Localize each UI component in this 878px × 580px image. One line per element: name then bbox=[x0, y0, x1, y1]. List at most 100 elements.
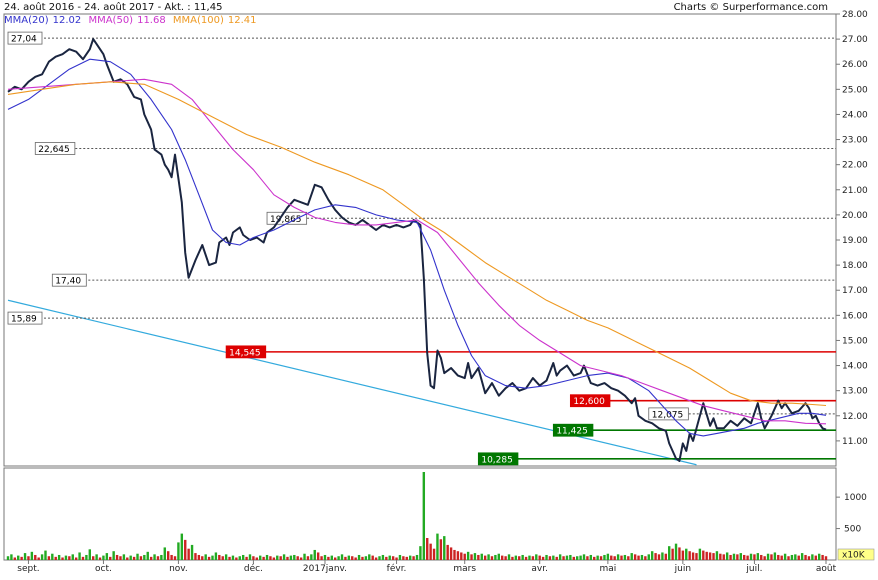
y-tick-label: 21.00 bbox=[842, 186, 868, 196]
volume-bar bbox=[483, 555, 487, 560]
volume-bar bbox=[705, 551, 708, 560]
volume-bar bbox=[606, 553, 610, 560]
volume-bar bbox=[61, 557, 64, 560]
y-tick-label: 25.00 bbox=[842, 85, 868, 95]
chart-header: 24. août 2016 - 24. août 2017 - Akt. : 1… bbox=[4, 2, 226, 13]
volume-bar bbox=[139, 556, 143, 560]
volume-bar bbox=[177, 542, 180, 560]
price-panel: 11.00 12.00 13.00 14.00 15.00 16.00 17.00 18.00… bbox=[3, 10, 868, 467]
y-tick-label: 17.00 bbox=[842, 286, 868, 296]
volume-bar bbox=[490, 556, 494, 560]
volume-bar bbox=[282, 554, 286, 560]
volume-bar bbox=[763, 556, 766, 560]
volume-bar bbox=[40, 554, 44, 560]
volume-bar bbox=[668, 546, 671, 560]
volume-bar bbox=[477, 554, 480, 560]
volume-bar bbox=[115, 554, 119, 560]
y-tick-label: 11.00 bbox=[842, 437, 868, 447]
volume-bar bbox=[259, 555, 262, 560]
volume-bar bbox=[245, 556, 248, 560]
x-tick-label: avr. bbox=[531, 564, 548, 574]
volume-bar bbox=[501, 555, 504, 560]
volume-bar bbox=[582, 554, 586, 560]
volume-bar bbox=[743, 554, 746, 560]
volume-bar bbox=[388, 555, 391, 560]
volume-bar bbox=[316, 552, 320, 560]
volume-bar bbox=[695, 553, 698, 560]
x-tick-label: déc. bbox=[244, 563, 263, 574]
volume-bar bbox=[371, 555, 374, 560]
volume-bar bbox=[824, 556, 828, 560]
volume-bar bbox=[354, 557, 357, 560]
volume-bar bbox=[122, 554, 126, 560]
y-tick-label: 28.00 bbox=[842, 10, 868, 20]
volume-bar bbox=[627, 556, 630, 560]
volume-bar bbox=[378, 556, 381, 560]
volume-bar bbox=[773, 552, 777, 560]
volume-unit-box bbox=[837, 548, 875, 561]
volume-bar bbox=[787, 556, 790, 560]
volume-bar bbox=[37, 557, 40, 560]
volume-bar bbox=[47, 556, 51, 560]
x-tick-label: mars bbox=[453, 564, 476, 574]
volume-bar bbox=[473, 553, 477, 560]
y-tick-label: 18.00 bbox=[842, 261, 868, 271]
volume-bar bbox=[518, 556, 521, 560]
x-tick-label: août bbox=[816, 564, 837, 574]
ma50-label: MMA(50) bbox=[88, 15, 134, 26]
volume-bar bbox=[334, 557, 337, 560]
volume-bar bbox=[807, 556, 811, 560]
level-label-box bbox=[51, 273, 87, 287]
level-label: 19,865 bbox=[270, 215, 302, 225]
volume-bar bbox=[313, 549, 316, 560]
volume-bar bbox=[143, 554, 146, 560]
volume-bar bbox=[514, 555, 518, 560]
volume-bar bbox=[746, 555, 749, 560]
period-label: 24. août 2016 - 24. août 2017 - Akt. : 1… bbox=[4, 2, 223, 13]
volume-bar bbox=[109, 556, 112, 560]
volume-bar bbox=[736, 554, 739, 560]
volume-bar bbox=[293, 554, 296, 560]
ma-legend: MMA(20) 12.02 MMA(50) 11.68 MMA(100) 12.41 bbox=[4, 15, 261, 26]
ma100-label: MMA(100) bbox=[172, 15, 224, 26]
volume-bar bbox=[507, 554, 511, 560]
volume-bar bbox=[221, 556, 224, 560]
volume-bar bbox=[347, 555, 351, 560]
volume-bar bbox=[262, 556, 265, 560]
volume-bar bbox=[678, 547, 681, 560]
volume-bar bbox=[691, 552, 695, 560]
volume-bar bbox=[279, 556, 282, 560]
x-tick-label: juin bbox=[674, 564, 691, 574]
volume-bar bbox=[719, 553, 722, 560]
volume-bar bbox=[415, 554, 419, 560]
volume-bar bbox=[640, 554, 644, 560]
volume-bar bbox=[531, 556, 535, 560]
volume-bar bbox=[92, 556, 95, 560]
volume-bar bbox=[34, 554, 37, 560]
level-label-box bbox=[477, 452, 519, 466]
volume-bar bbox=[105, 553, 109, 560]
volume-bar bbox=[487, 554, 490, 560]
volume-bar bbox=[449, 547, 453, 560]
volume-bar bbox=[156, 556, 160, 560]
volume-bar bbox=[81, 556, 85, 560]
volume-bar bbox=[504, 556, 507, 560]
volume-bar bbox=[616, 554, 620, 560]
volume-bar bbox=[599, 556, 603, 560]
volume-bar bbox=[13, 557, 17, 560]
volume-bar bbox=[361, 556, 364, 560]
volume-panel: sept. oct. nov. déc. 2017janv. févr. mars avr. m… bbox=[3, 467, 875, 574]
volume-bar bbox=[470, 554, 473, 560]
volume-bar bbox=[180, 533, 184, 560]
ma100-value: 12.41 bbox=[227, 15, 257, 26]
volume-bar bbox=[671, 548, 674, 560]
vol-tick-label: 500 bbox=[844, 525, 861, 535]
ma20-label: MMA(20) bbox=[4, 15, 49, 26]
volume-bar bbox=[398, 554, 402, 560]
volume-bar bbox=[466, 551, 470, 560]
volume-bar bbox=[715, 551, 719, 560]
volume-bar bbox=[201, 556, 204, 560]
volume-bar bbox=[821, 554, 824, 560]
volume-bar bbox=[650, 551, 654, 560]
